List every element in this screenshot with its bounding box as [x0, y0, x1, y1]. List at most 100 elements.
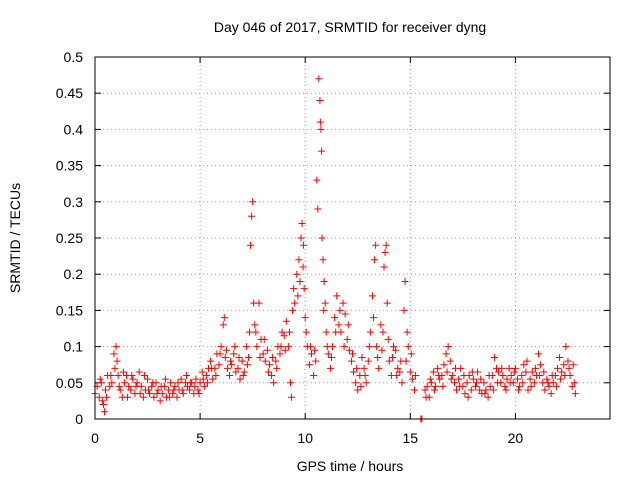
- data-point: [406, 368, 414, 376]
- data-point: [139, 393, 147, 401]
- data-point: [226, 372, 234, 380]
- data-point: [277, 343, 285, 351]
- data-point: [102, 386, 110, 394]
- data-point: [421, 386, 429, 394]
- data-point: [530, 379, 538, 387]
- data-point: [357, 382, 365, 390]
- data-point: [221, 353, 229, 361]
- data-point: [527, 382, 535, 390]
- data-point: [293, 270, 301, 278]
- data-point: [393, 372, 401, 380]
- data-point: [106, 382, 114, 390]
- data-point: [519, 379, 527, 387]
- data-point: [260, 335, 268, 343]
- data-point: [520, 361, 528, 369]
- data-point: [341, 310, 349, 318]
- data-point: [298, 220, 306, 228]
- data-point: [264, 368, 272, 376]
- data-point: [268, 372, 276, 380]
- data-point: [286, 379, 294, 387]
- data-point: [191, 382, 199, 390]
- data-point: [111, 364, 119, 372]
- data-point: [382, 241, 390, 249]
- data-point: [270, 379, 278, 387]
- data-point: [455, 375, 463, 383]
- data-point: [378, 346, 386, 354]
- data-point: [345, 346, 353, 354]
- y-tick-label: 0.45: [56, 85, 83, 101]
- data-point: [515, 386, 523, 394]
- data-point: [467, 386, 475, 394]
- data-point: [300, 241, 308, 249]
- x-tick-label: 0: [91, 430, 99, 446]
- data-point: [132, 382, 140, 390]
- data-point: [320, 277, 328, 285]
- data-point: [249, 198, 257, 206]
- data-point: [313, 176, 321, 184]
- data-point: [306, 343, 314, 351]
- data-point: [569, 361, 577, 369]
- data-point: [571, 390, 579, 398]
- data-point: [128, 372, 136, 380]
- data-point: [116, 386, 124, 394]
- axis-ticks: 0 0.05 0.1 0.15 0.2 0.25 0.3 0.35 0.4 0.45 0.5 0 5 10…: [56, 49, 610, 446]
- data-point: [477, 375, 485, 383]
- data-point: [468, 368, 476, 376]
- data-point: [312, 357, 320, 365]
- data-point: [199, 375, 207, 383]
- data-point: [173, 393, 181, 401]
- data-point: [215, 361, 223, 369]
- data-point: [506, 379, 514, 387]
- data-point: [203, 379, 211, 387]
- data-point: [385, 357, 393, 365]
- x-axis-label: GPS time / hours: [297, 458, 404, 474]
- data-point: [169, 390, 177, 398]
- data-point: [227, 357, 235, 365]
- data-point: [432, 382, 440, 390]
- data-point: [365, 343, 373, 351]
- data-point: [510, 368, 518, 376]
- data-point: [476, 386, 484, 394]
- data-point: [473, 379, 481, 387]
- data-point: [336, 306, 344, 314]
- data-point: [217, 343, 225, 351]
- data-point: [133, 379, 141, 387]
- data-point: [411, 386, 419, 394]
- data-point: [501, 382, 509, 390]
- data-point: [389, 343, 397, 351]
- data-point: [318, 147, 326, 155]
- data-point: [310, 372, 318, 380]
- data-point: [380, 263, 388, 271]
- data-point: [253, 343, 261, 351]
- data-point: [269, 353, 277, 361]
- data-point: [495, 368, 503, 376]
- y-tick-label: 0.5: [64, 49, 84, 65]
- data-point: [100, 408, 108, 416]
- data-point: [545, 382, 553, 390]
- data-point: [240, 368, 248, 376]
- data-point: [536, 372, 544, 380]
- data-point: [407, 350, 415, 358]
- data-point: [552, 382, 560, 390]
- chart-title: Day 046 of 2017, SRMTID for receiver dyn…: [214, 19, 486, 35]
- data-point: [108, 379, 116, 387]
- data-point: [290, 285, 298, 293]
- data-point: [219, 321, 227, 329]
- data-point: [570, 379, 578, 387]
- data-point: [294, 292, 302, 300]
- data-point: [178, 386, 186, 394]
- y-tick-label: 0.35: [56, 158, 83, 174]
- data-point: [452, 364, 459, 372]
- data-point: [547, 390, 555, 398]
- data-point: [324, 350, 332, 358]
- data-point: [398, 379, 406, 387]
- data-point: [124, 393, 132, 401]
- data-point: [434, 364, 442, 372]
- data-point: [222, 346, 230, 354]
- data-point: [263, 346, 271, 354]
- data-point: [166, 393, 174, 401]
- data-point: [99, 401, 107, 409]
- data-point: [129, 375, 137, 383]
- data-point: [368, 292, 376, 300]
- data-point: [326, 364, 334, 372]
